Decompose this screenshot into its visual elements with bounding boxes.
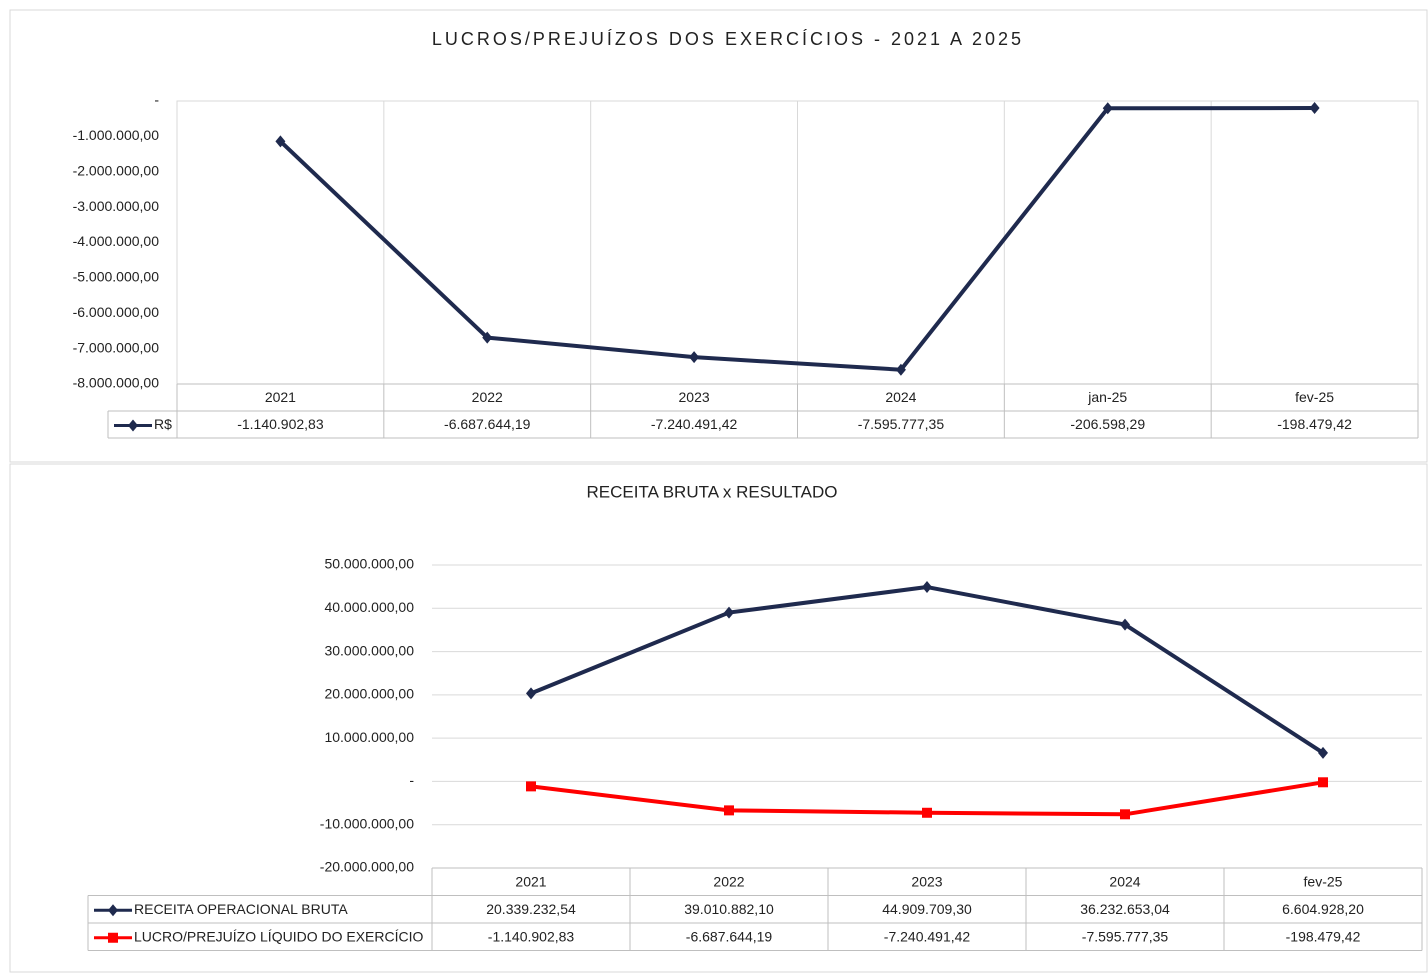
table-value: 20.339.232,54 [486, 901, 576, 917]
table-value: -7.595.777,35 [1082, 928, 1169, 944]
marker [108, 904, 118, 917]
table-value: -198.479,42 [1277, 416, 1352, 432]
marker [128, 419, 138, 432]
y-tick-label: 10.000.000,00 [324, 729, 414, 745]
table-value: -7.595.777,35 [858, 416, 945, 432]
marker [526, 781, 536, 792]
category-label: fev-25 [1295, 389, 1334, 405]
table-value: -7.240.491,42 [884, 928, 971, 944]
category-label: 2021 [265, 389, 296, 405]
y-tick-label: 30.000.000,00 [324, 642, 414, 658]
marker [1318, 777, 1328, 788]
marker [482, 331, 493, 344]
category-label: 2023 [679, 389, 710, 405]
y-tick-label: -4.000.000,00 [73, 233, 160, 249]
y-tick-label: -8.000.000,00 [73, 375, 160, 391]
category-label: 2022 [713, 873, 744, 889]
y-tick-label: -1.000.000,00 [73, 127, 160, 143]
y-tick-label: -10.000.000,00 [320, 815, 414, 831]
chart-title: RECEITA BRUTA x RESULTADO [587, 482, 838, 501]
category-label: 2022 [472, 389, 503, 405]
series-line [530, 585, 1325, 755]
legend-label: RECEITA OPERACIONAL BRUTA [134, 901, 348, 917]
category-label: 2024 [885, 389, 916, 405]
marker [526, 687, 536, 700]
series-line [279, 106, 1315, 372]
table-value: -7.240.491,42 [651, 416, 738, 432]
table-value: 44.909.709,30 [882, 901, 972, 917]
marker [922, 807, 932, 818]
marker [895, 363, 906, 376]
table-value: 6.604.928,20 [1282, 901, 1364, 917]
category-label: 2024 [1109, 873, 1140, 889]
y-tick-label: - [154, 92, 159, 108]
y-tick-label: -7.000.000,00 [73, 339, 160, 355]
category-label: 2023 [911, 873, 942, 889]
legend-label: R$ [154, 416, 172, 432]
category-label: fev-25 [1304, 873, 1343, 889]
table-value: 36.232.653,04 [1080, 901, 1170, 917]
marker [275, 135, 286, 148]
marker [1102, 102, 1113, 115]
table-value: -198.479,42 [1286, 928, 1361, 944]
table-value: -6.687.644,19 [686, 928, 773, 944]
y-tick-label: -3.000.000,00 [73, 198, 160, 214]
table-value: -1.140.902,83 [237, 416, 324, 432]
table-value: -206.598,29 [1070, 416, 1145, 432]
marker [1309, 102, 1320, 115]
marker [1120, 809, 1130, 820]
marker [108, 932, 118, 943]
marker [689, 351, 700, 364]
marker [922, 581, 932, 594]
chart-title: LUCROS/PREJUÍZOS DOS EXERCÍCIOS - 2021 A… [432, 29, 1024, 49]
table-value: 39.010.882,10 [684, 901, 774, 917]
y-tick-label: -2.000.000,00 [73, 162, 160, 178]
marker [1120, 618, 1130, 631]
marker [724, 606, 734, 619]
category-label: jan-25 [1087, 389, 1127, 405]
y-tick-label: - [409, 772, 414, 788]
marker [724, 805, 734, 816]
y-tick-label: 50.000.000,00 [324, 556, 414, 572]
y-tick-label: 20.000.000,00 [324, 686, 414, 702]
marker [1318, 746, 1328, 759]
chart-frame [9, 9, 1428, 463]
y-tick-label: -20.000.000,00 [320, 859, 414, 875]
category-label: 2021 [515, 873, 546, 889]
table-value: -1.140.902,83 [488, 928, 575, 944]
chart-frame [9, 463, 1428, 973]
legend-label: LUCRO/PREJUÍZO LÍQUIDO DO EXERCÍCIO [134, 928, 423, 944]
y-tick-label: 40.000.000,00 [324, 599, 414, 615]
y-tick-label: -5.000.000,00 [73, 269, 160, 285]
y-tick-label: -6.000.000,00 [73, 304, 160, 320]
table-value: -6.687.644,19 [444, 416, 531, 432]
